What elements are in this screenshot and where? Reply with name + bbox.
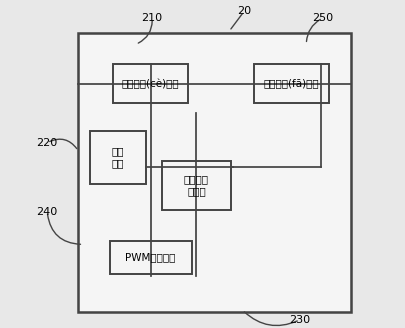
Text: 250: 250 bbox=[311, 13, 333, 23]
Text: 220: 220 bbox=[36, 138, 58, 148]
Bar bbox=[109, 241, 191, 274]
Text: 內控編解
碼模塊: 內控編解 碼模塊 bbox=[183, 174, 209, 196]
Bar bbox=[78, 33, 350, 312]
Text: 210: 210 bbox=[141, 13, 162, 23]
Bar bbox=[253, 64, 328, 103]
Text: 230: 230 bbox=[288, 315, 309, 325]
Text: 校正轉發(fā)模塊: 校正轉發(fā)模塊 bbox=[263, 79, 319, 89]
Text: PWM顯示模塊: PWM顯示模塊 bbox=[125, 253, 175, 262]
Text: 端口檢測(cè)模塊: 端口檢測(cè)模塊 bbox=[122, 78, 179, 89]
Bar bbox=[90, 131, 145, 184]
Bar bbox=[162, 161, 230, 210]
Bar bbox=[113, 64, 188, 103]
Text: 240: 240 bbox=[36, 207, 58, 216]
Text: 20: 20 bbox=[237, 7, 250, 16]
Text: 外控
模塊: 外控 模塊 bbox=[111, 147, 124, 168]
